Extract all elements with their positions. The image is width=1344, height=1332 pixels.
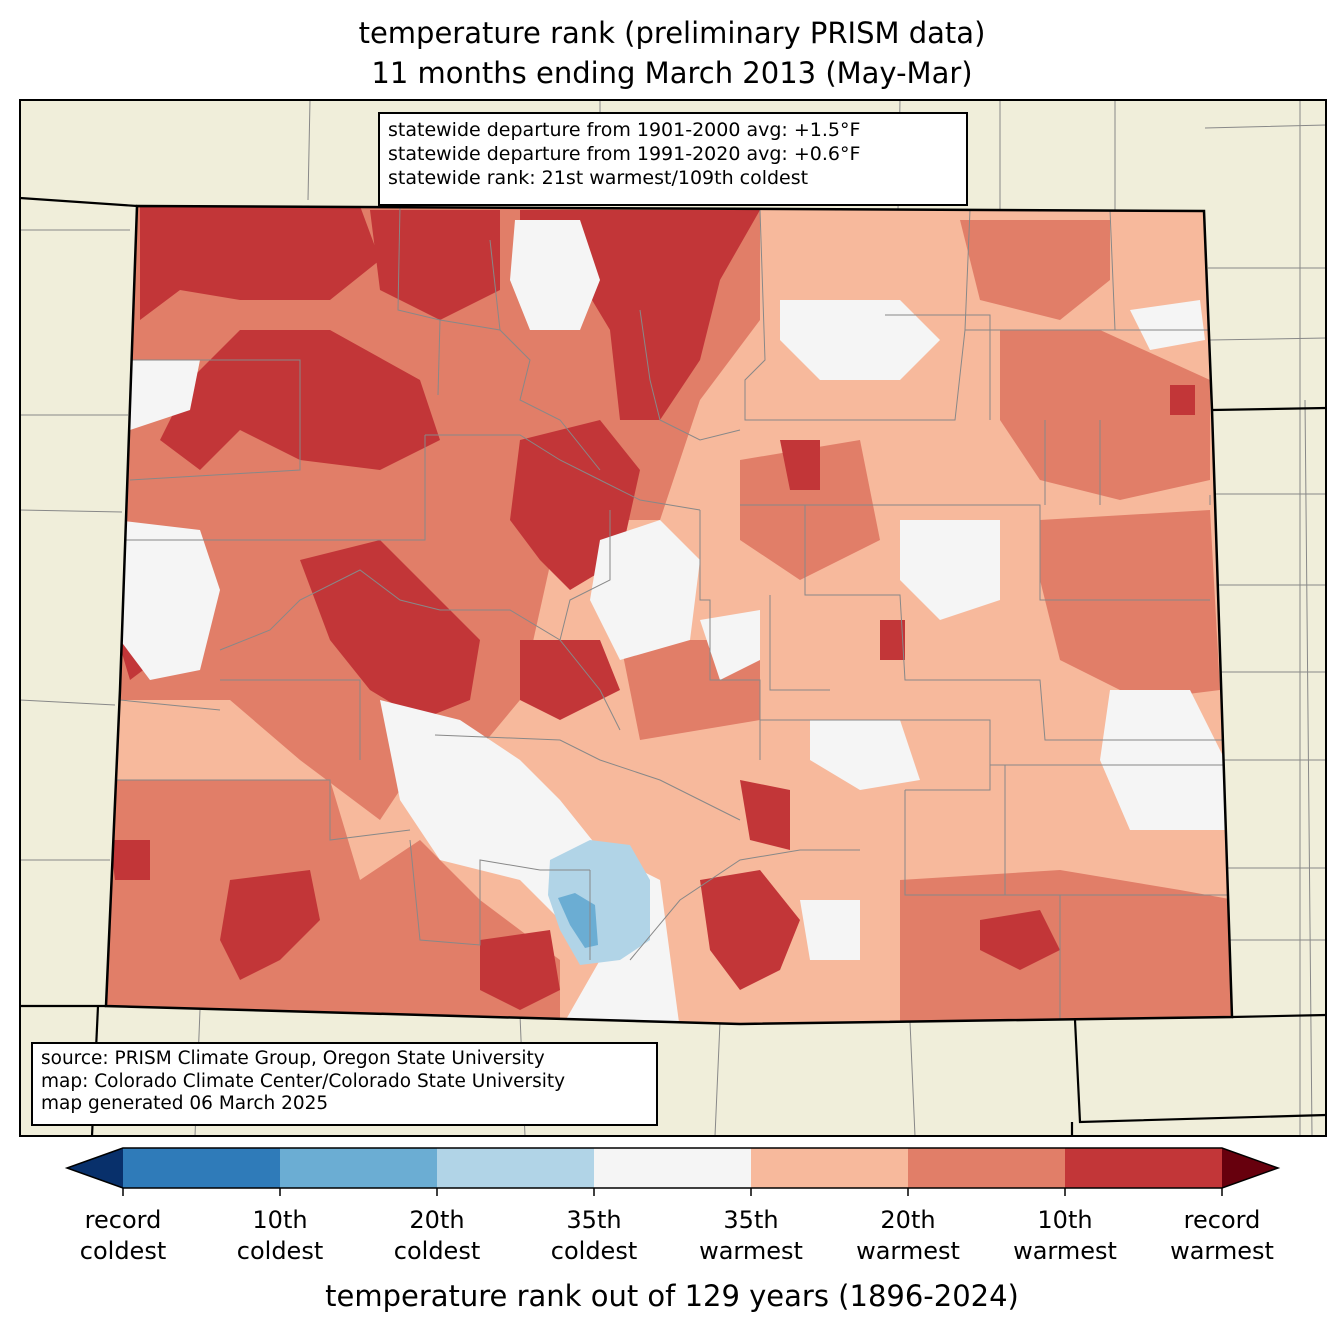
colorbar-bin-2 [280,1148,437,1188]
colorbar-bin-1 [123,1148,280,1188]
colorbar-bin-5 [751,1148,908,1188]
tick-label-20th-warmest: 20th warmest [856,1206,960,1265]
colorbar-extend-high [1222,1148,1278,1188]
colorbar-bin-4 [594,1148,751,1188]
colorado-border [104,204,1234,1026]
map-subtitle: 11 months ending March 2013 (May-Mar) [371,56,973,90]
source-line: source: PRISM Climate Group, Oregon Stat… [41,1048,545,1069]
colorbar-ticks [122,1188,1223,1196]
tick-label-record-warmest: record warmest [1170,1206,1274,1265]
tick-label-35th-coldest: 35th coldest [550,1206,638,1265]
tick-label-10th-coldest: 10th coldest [236,1206,324,1265]
generated-date-line: map generated 06 March 2025 [41,1093,329,1114]
stat-departure-1901-2000: statewide departure from 1901-2000 avg: … [388,119,861,141]
map-title: temperature rank (preliminary PRISM data… [358,16,986,50]
tick-label-20th-coldest: 20th coldest [393,1206,481,1265]
tick-label-record-coldest: record coldest [79,1206,167,1265]
colorbar-extend-low [67,1148,123,1188]
colorbar [64,1147,1281,1196]
tick-label-35th-warmest: 35th warmest [699,1206,803,1265]
tick-label-10th-warmest: 10th warmest [1013,1206,1117,1265]
county-lines [115,206,1232,1020]
statewide-stats-box: statewide departure from 1901-2000 avg: … [378,112,968,206]
colorbar-title: temperature rank out of 129 years (1896-… [325,1279,1019,1313]
rank-field [106,206,1232,1024]
colorbar-bin-7 [1065,1148,1222,1188]
colorbar-bin-6 [908,1148,1065,1188]
colorbar-bin-3 [437,1148,594,1188]
stat-rank: statewide rank: 21st warmest/109th colde… [388,167,809,189]
map-frame [19,99,1327,1137]
source-box: source: PRISM Climate Group, Oregon Stat… [31,1042,658,1126]
map-credit-line: map: Colorado Climate Center/Colorado St… [41,1070,566,1092]
stat-departure-1991-2020: statewide departure from 1991-2020 avg: … [388,143,861,165]
